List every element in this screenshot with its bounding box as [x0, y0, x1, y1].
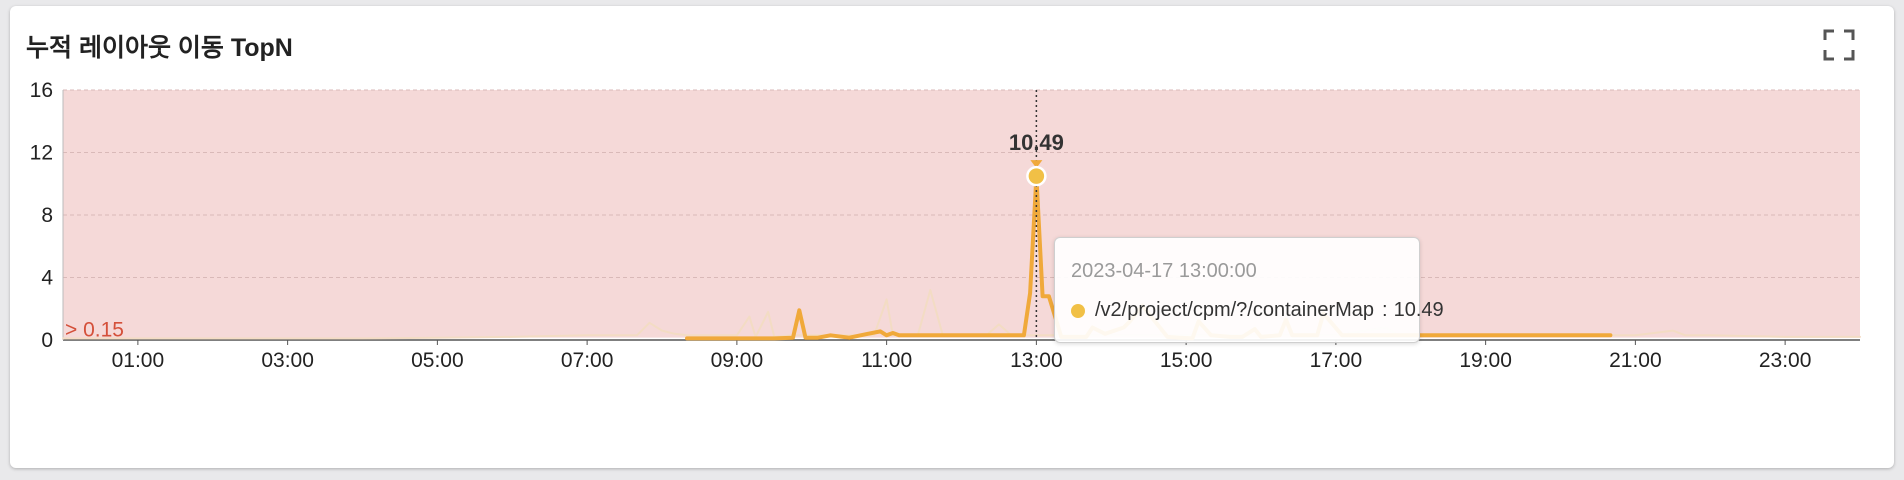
tooltip-value: 10.49 [1393, 299, 1444, 321]
y-axis: 0 4 8 12 16 [30, 79, 64, 352]
x-tick-label: 23:00 [1759, 349, 1812, 372]
widget-title: 누적 레이아웃 이동 TopN [26, 34, 293, 62]
x-tick-label: 07:00 [561, 349, 614, 372]
tooltip-time: 2023-04-17 13:00:00 [1071, 260, 1257, 282]
gridlines [63, 89, 1860, 278]
line-chart[interactable]: 0 4 8 12 16 01:00 03:00 05:00 07:00 09:00 11:00 13… [10, 6, 1894, 468]
widget-card: 누적 레이아웃 이동 TopN 0 4 8 12 16 01:00 03:00 05:00 0… [10, 6, 1894, 468]
x-tick-label: 11:00 [861, 349, 912, 372]
threshold-label: > 0.15 [65, 319, 124, 342]
x-tick-label: 21:00 [1609, 349, 1662, 372]
chart-tooltip: 2023-04-17 13:00:00 /v2/project/cpm/?/co… [1054, 237, 1444, 343]
y-tick-label: 8 [41, 204, 53, 227]
tooltip-series-name: /v2/project/cpm/?/containerMap [1095, 299, 1375, 321]
y-tick-label: 0 [41, 329, 53, 352]
peak-value-arrow [1030, 160, 1043, 169]
x-tick-label: 09:00 [711, 349, 764, 372]
x-tick-label: 17:00 [1310, 349, 1363, 372]
fullscreen-icon[interactable] [1822, 28, 1856, 62]
tooltip-row: /v2/project/cpm/?/containerMap : 10.49 [1071, 299, 1444, 322]
tooltip-separator: : [1382, 299, 1388, 321]
x-tick-label: 13:00 [1010, 349, 1063, 372]
y-tick-label: 4 [41, 267, 53, 290]
tooltip-series-dot [1071, 303, 1085, 318]
x-tick-label: 03:00 [261, 349, 314, 372]
threshold-band [63, 90, 1860, 338]
x-tick-label: 15:00 [1160, 349, 1213, 372]
x-tick-label: 19:00 [1459, 349, 1512, 372]
y-tick-label: 12 [30, 142, 53, 165]
x-tick-label: 05:00 [411, 349, 464, 372]
x-axis: 01:00 03:00 05:00 07:00 09:00 11:00 13:00 15:00… [112, 340, 1812, 372]
highlight-point[interactable] [1026, 165, 1047, 187]
peak-value-label: 10.49 [1009, 130, 1064, 155]
x-tick-label: 01:00 [112, 349, 165, 372]
y-tick-label: 16 [30, 79, 53, 102]
